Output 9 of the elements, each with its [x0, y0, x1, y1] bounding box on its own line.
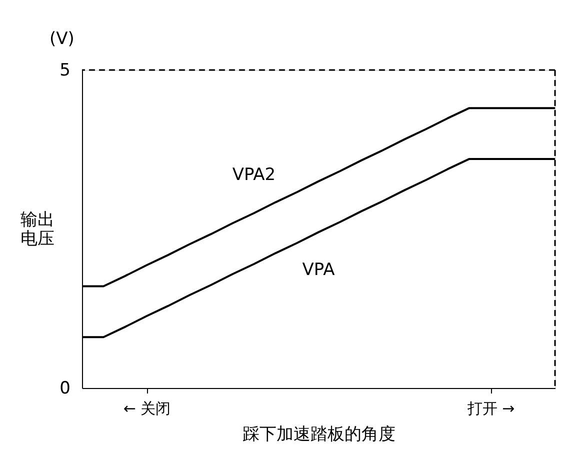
y-tick-label: 5	[60, 60, 70, 80]
series-label: VPA	[302, 260, 336, 280]
y-axis-title: 输出电压	[20, 210, 54, 249]
x-tick-label: ← 关闭	[123, 400, 171, 418]
y-tick-label: 0	[60, 378, 70, 398]
series-label: VPA2	[232, 165, 276, 186]
x-axis-title: 踩下加速踏板的角度	[242, 424, 396, 444]
x-tick-label: 打开 →	[466, 400, 515, 418]
text: (V)	[50, 29, 74, 49]
